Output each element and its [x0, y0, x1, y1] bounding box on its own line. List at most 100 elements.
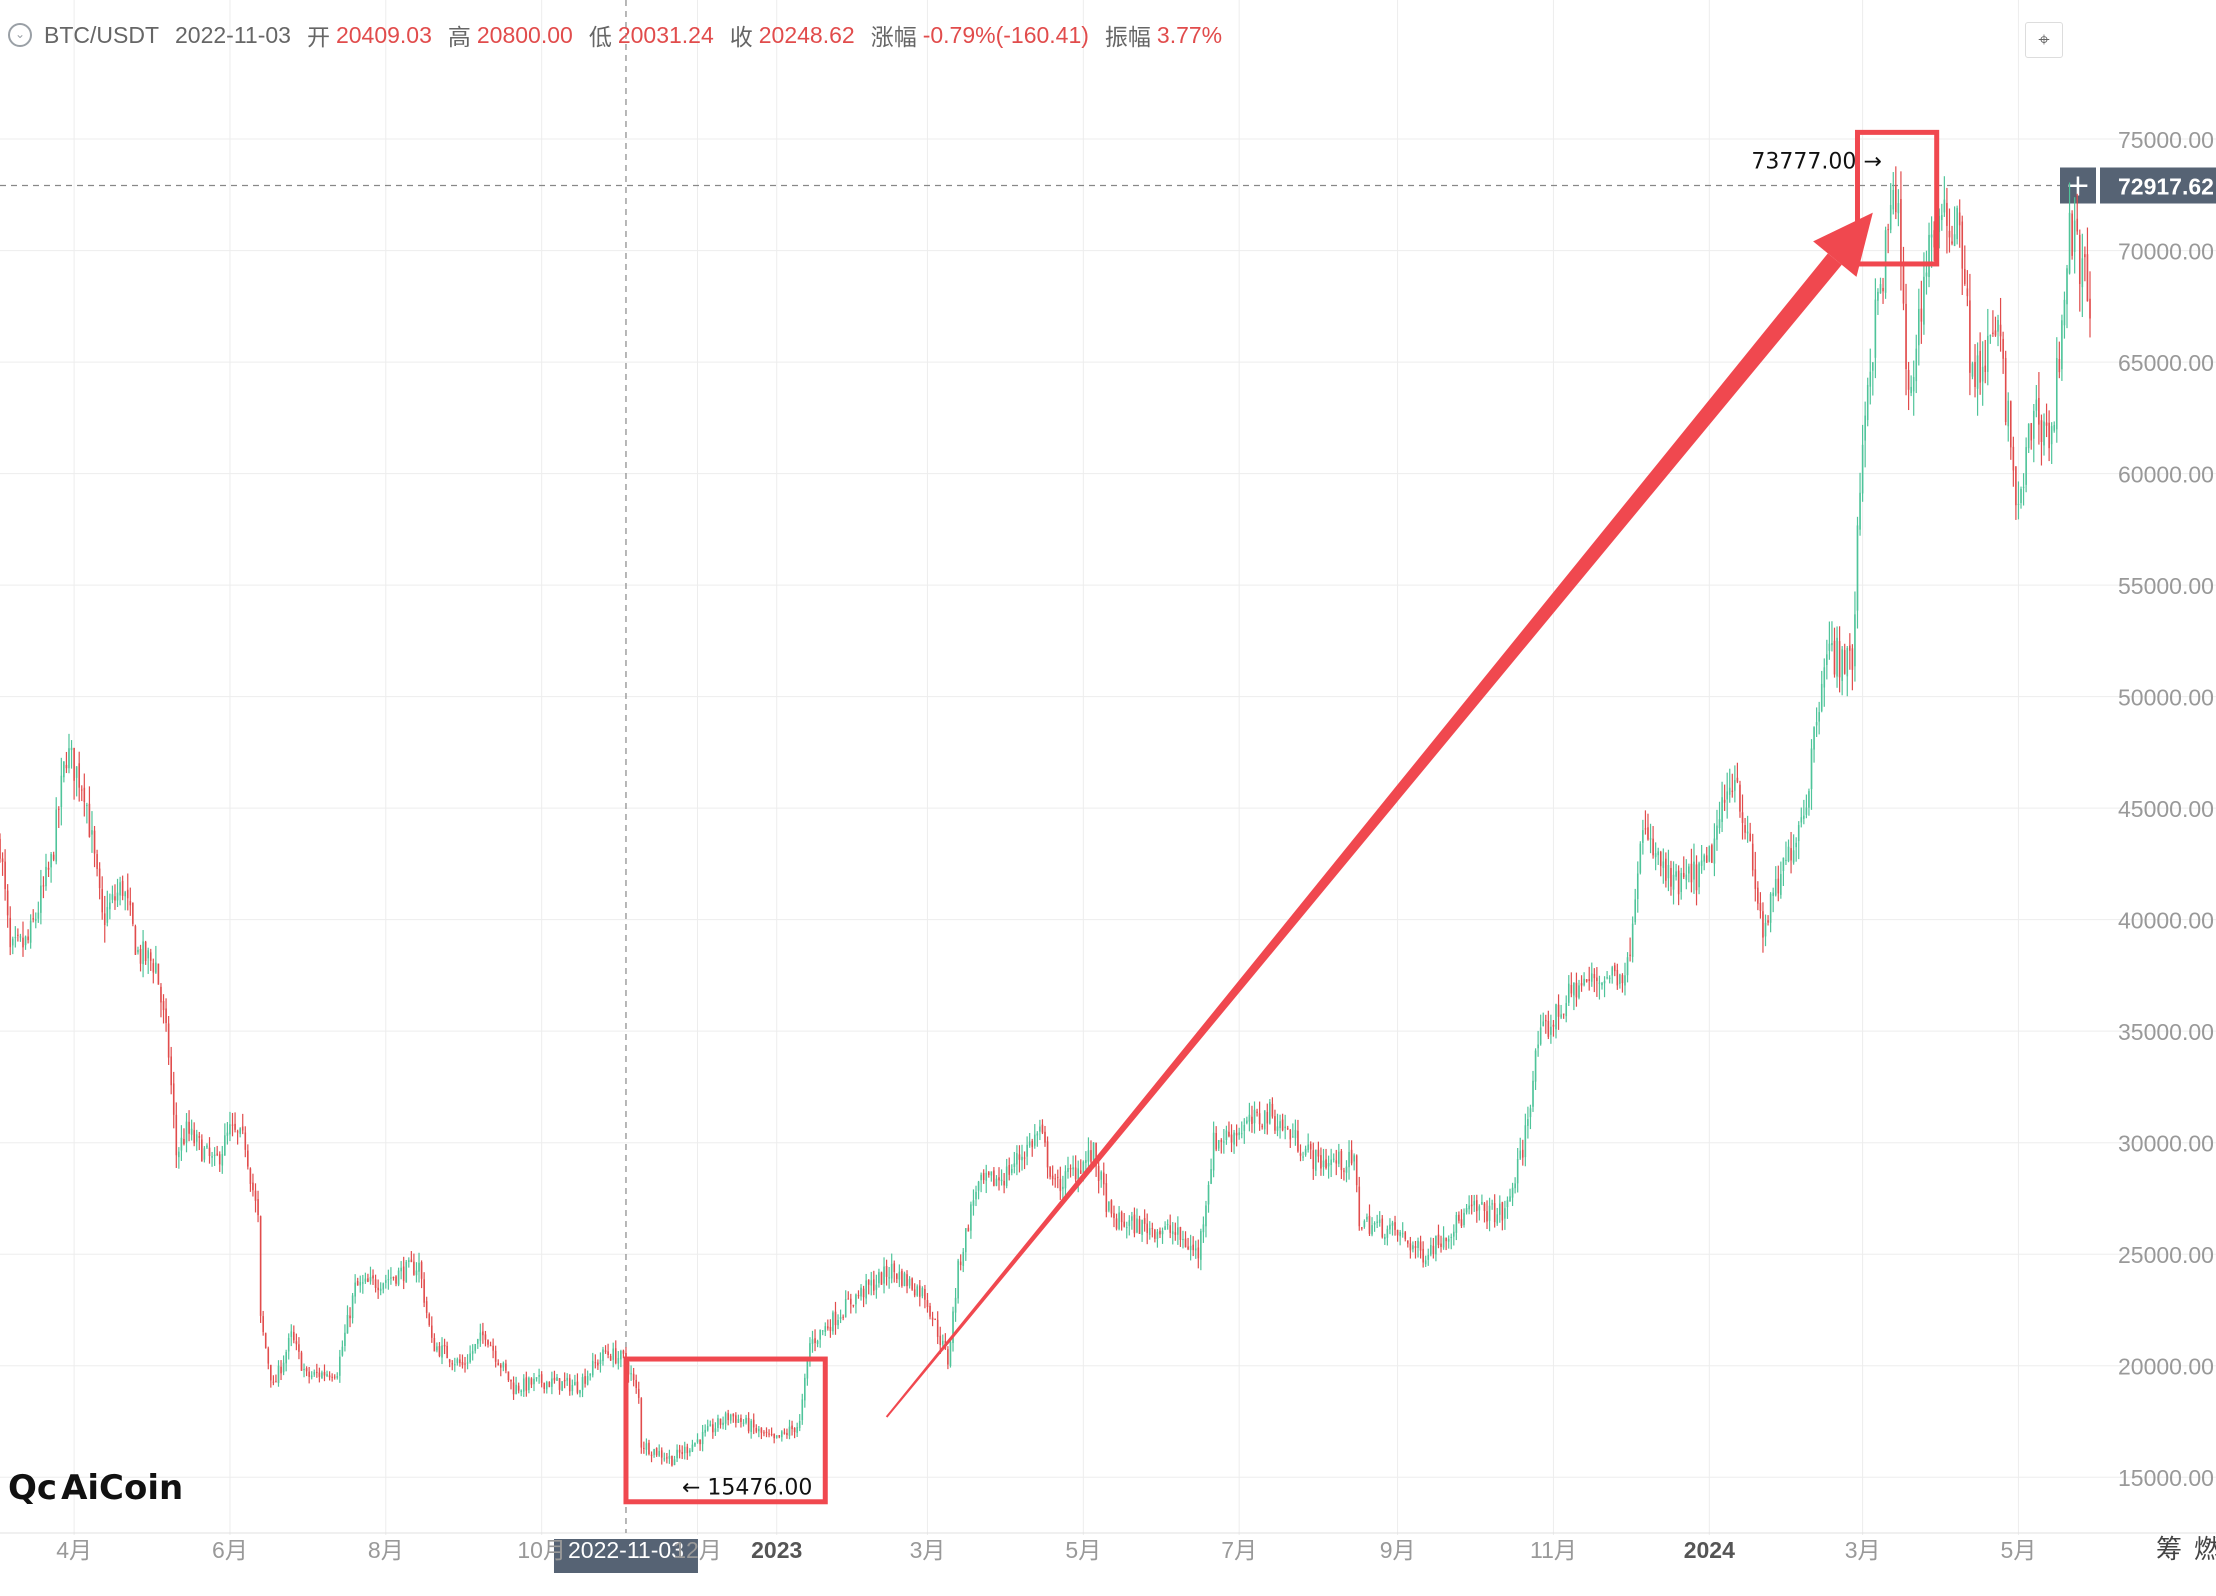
candle-body: [382, 1283, 385, 1290]
candle-body: [752, 1419, 755, 1428]
candle-body: [1846, 648, 1849, 677]
candle-body: [873, 1279, 875, 1291]
candle-body: [2050, 426, 2053, 445]
candle-body: [1289, 1130, 1292, 1140]
candle-body: [1575, 982, 1578, 998]
candle-body: [712, 1424, 714, 1433]
candle-body: [1350, 1149, 1353, 1164]
candle-body: [1777, 878, 1780, 894]
y-tick-label: 50000.00: [2118, 685, 2214, 711]
crosshair-price-label: 72917.62: [2118, 174, 2214, 200]
candle-body: [1064, 1171, 1067, 1189]
candle-body: [451, 1363, 454, 1365]
candle-body: [316, 1371, 318, 1373]
candle-body: [614, 1348, 617, 1364]
candle-body: [1235, 1132, 1238, 1136]
candle-body: [1123, 1221, 1126, 1227]
candle-body: [487, 1340, 489, 1345]
candle-body: [1805, 807, 1808, 815]
candle-body: [1907, 369, 1910, 390]
candle-body: [282, 1362, 285, 1373]
candle-body: [1223, 1141, 1225, 1143]
candle-body: [1391, 1222, 1394, 1226]
x-tick-label: 9月: [1380, 1537, 1416, 1563]
candle-body: [875, 1284, 878, 1290]
candle-body: [213, 1154, 216, 1157]
candle-body: [418, 1262, 420, 1272]
candle-body: [1018, 1154, 1021, 1160]
candle-body: [809, 1343, 811, 1361]
candle-body: [466, 1362, 469, 1364]
candle-body: [1769, 893, 1772, 923]
candle-body: [1417, 1240, 1419, 1249]
trend-arrow-head: [1813, 212, 1873, 277]
candle-body: [1918, 308, 1920, 346]
candle-body: [425, 1301, 428, 1313]
candle-body: [668, 1455, 671, 1459]
close-label: 收: [729, 24, 753, 50]
candle-body: [1739, 784, 1741, 812]
chevron-down-icon[interactable]: ⌄: [8, 23, 32, 47]
candle-body: [349, 1315, 351, 1319]
candle-body: [259, 1216, 262, 1316]
candle-body: [134, 926, 137, 955]
candle-body: [293, 1332, 295, 1341]
candle-body: [1573, 982, 1575, 996]
x-tick-label: 7月: [1221, 1537, 1257, 1563]
candle-body: [775, 1435, 778, 1438]
y-tick-label: 45000.00: [2118, 796, 2214, 822]
candle-body: [1659, 851, 1662, 867]
candle-body: [1090, 1150, 1092, 1162]
candle-body: [798, 1420, 801, 1429]
candle-body: [576, 1381, 579, 1393]
candle-body: [995, 1178, 998, 1186]
candle-body: [1427, 1254, 1430, 1260]
candle-body: [1013, 1163, 1016, 1167]
candle-body: [1731, 790, 1734, 792]
open-value: 20409.03: [335, 21, 432, 48]
candle-body: [1243, 1124, 1246, 1132]
candle-body: [1815, 722, 1818, 726]
candle-body: [681, 1452, 683, 1455]
symbol[interactable]: BTC/USDT: [44, 21, 159, 48]
candle-body: [1608, 977, 1611, 980]
candle-body: [188, 1121, 190, 1134]
candle-body: [964, 1228, 967, 1253]
candle-body: [717, 1418, 719, 1428]
candle-body: [267, 1348, 270, 1364]
candle-body: [1688, 866, 1690, 874]
candle-body: [1302, 1156, 1304, 1158]
candle-body: [2025, 447, 2027, 485]
y-tick-label: 55000.00: [2118, 573, 2214, 599]
candle-body: [321, 1372, 323, 1378]
candle-body: [1810, 748, 1813, 790]
candle-body: [203, 1148, 206, 1160]
candle-body: [98, 868, 101, 889]
candle-body: [27, 936, 29, 941]
candle-body: [597, 1362, 599, 1366]
candle-body: [1818, 712, 1820, 722]
candle-body: [581, 1377, 584, 1390]
candle-body: [862, 1288, 865, 1298]
candle-body: [2017, 503, 2020, 505]
candle-body: [1143, 1218, 1146, 1224]
candle-body: [1164, 1226, 1166, 1230]
candle-body: [1432, 1245, 1435, 1254]
candle-body: [172, 1083, 175, 1115]
candle-body: [1320, 1155, 1322, 1169]
candle-body: [1654, 853, 1657, 858]
candle-body: [75, 766, 78, 778]
candle-body: [773, 1433, 775, 1439]
candle-body: [1263, 1110, 1266, 1130]
candle-body: [1171, 1231, 1174, 1235]
candle-body: [1440, 1243, 1442, 1247]
candle-body: [1381, 1218, 1384, 1238]
candle-body: [929, 1305, 931, 1317]
candle-body: [837, 1319, 839, 1326]
candle-body: [729, 1414, 732, 1421]
candle-body: [1315, 1149, 1317, 1171]
candle-body: [22, 937, 24, 948]
candle-body: [1841, 649, 1843, 681]
collapse-arrows-icon[interactable]: ⌖: [2025, 22, 2063, 58]
